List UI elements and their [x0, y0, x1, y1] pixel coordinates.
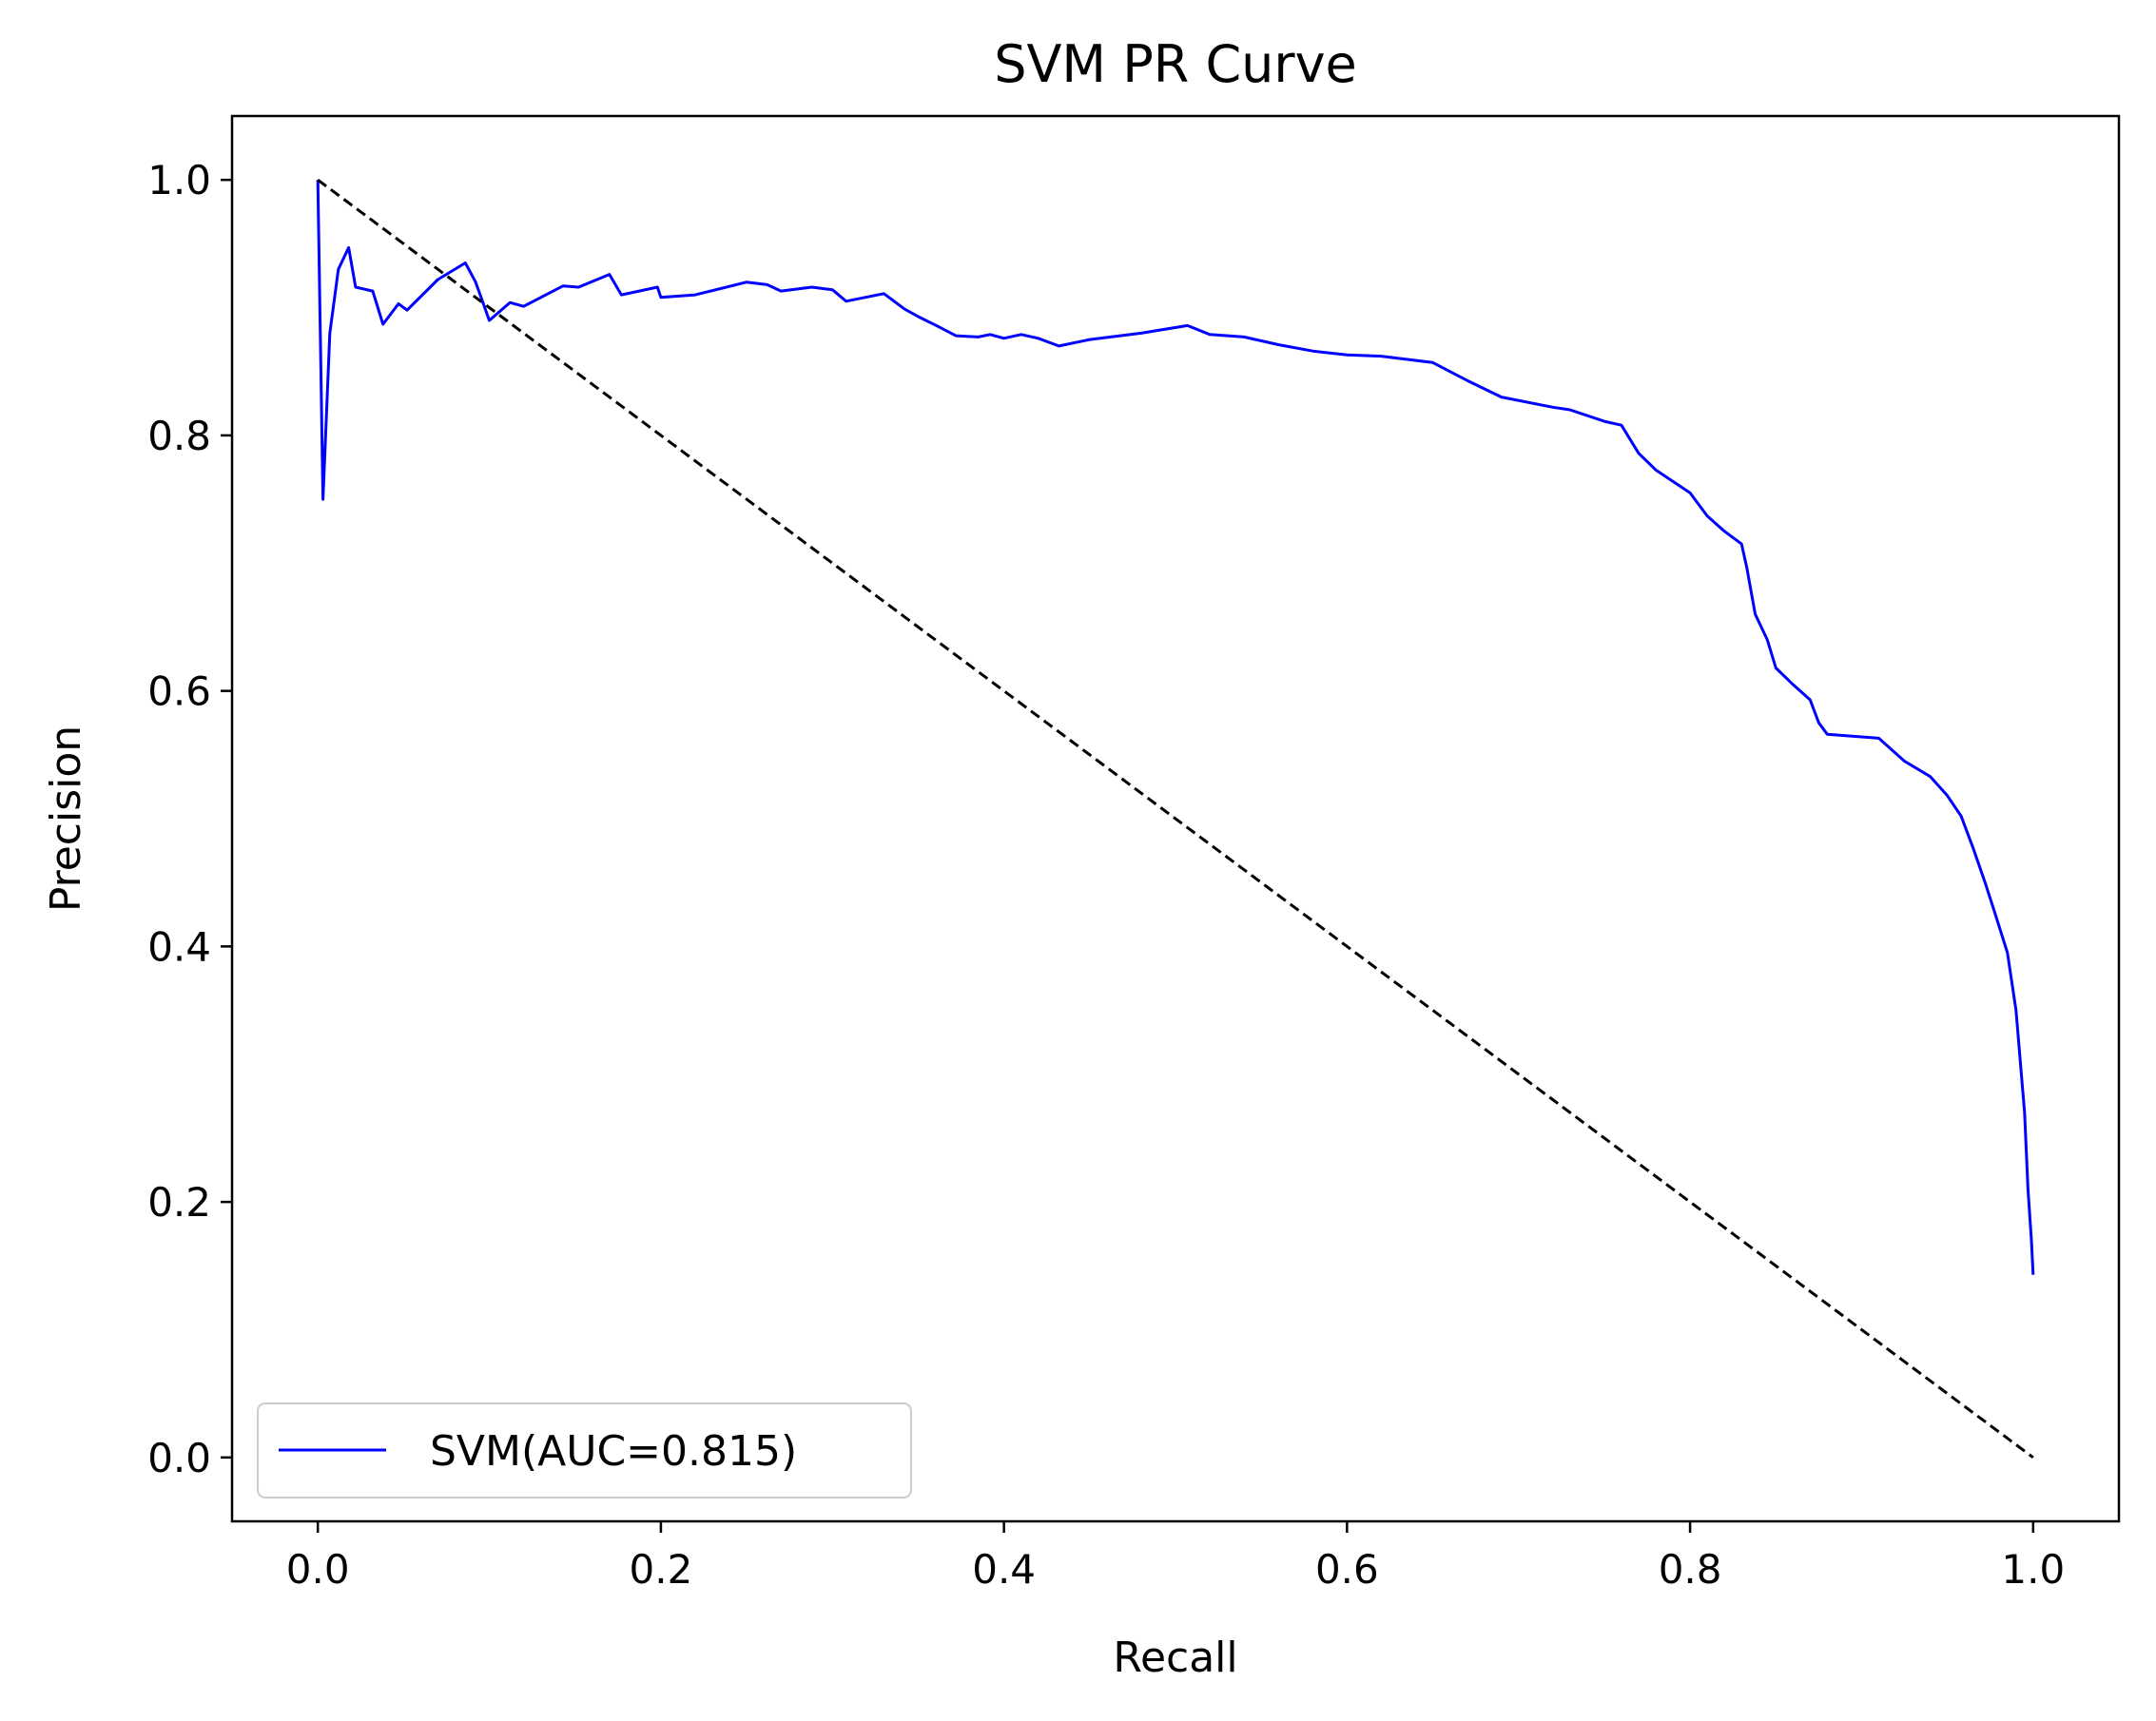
y-tick-label: 0.2	[147, 1179, 211, 1226]
legend: SVM(AUC=0.815)	[257, 1402, 912, 1499]
y-tick-label: 0.6	[147, 668, 211, 715]
y-tick-label: 1.0	[147, 157, 211, 203]
chart-title: SVM PR Curve	[994, 34, 1357, 94]
axes-frame	[230, 114, 2121, 1523]
y-tick-label: 0.0	[147, 1435, 211, 1481]
baseline-dashed-line	[317, 178, 2034, 1460]
x-tick-label: 1.0	[2001, 1546, 2065, 1593]
legend-box	[257, 1402, 912, 1499]
x-axis-label: Recall	[1113, 1634, 1237, 1682]
y-axis-label: Precision	[42, 725, 90, 912]
legend-label-svm: SVM(AUC=0.815)	[430, 1427, 797, 1476]
x-tick-label: 0.6	[1315, 1546, 1379, 1593]
series-line-svm	[316, 180, 2035, 1275]
plot-area	[316, 178, 2035, 1460]
y-tick-label: 0.4	[147, 923, 211, 970]
x-tick-label: 0.2	[630, 1546, 693, 1593]
x-axis: 0.0 0.2 0.4 0.6 0.8 1.0	[286, 1521, 2065, 1593]
y-axis: 0.0 0.2 0.4 0.6 0.8 1.0	[147, 157, 232, 1481]
x-tick-label: 0.0	[286, 1546, 350, 1593]
y-tick-label: 0.8	[147, 413, 211, 459]
x-tick-label: 0.8	[1659, 1546, 1722, 1593]
x-tick-label: 0.4	[972, 1546, 1036, 1593]
